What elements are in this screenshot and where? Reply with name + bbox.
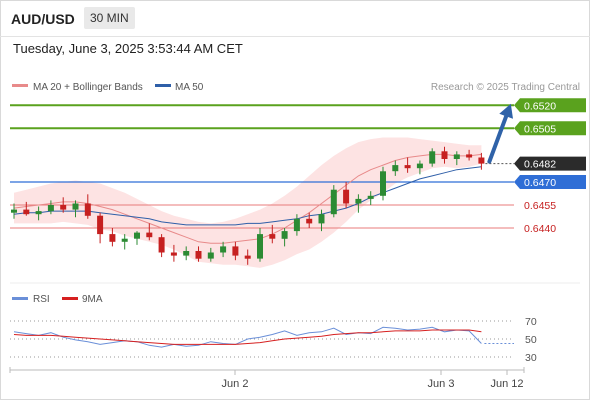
candle-bear [466, 154, 473, 158]
rsi-legend-swatch [12, 297, 28, 300]
level-label-0.6505: 0.6505 [524, 123, 556, 135]
candle-bull [453, 154, 460, 159]
candle-bull [220, 246, 227, 253]
candle-bull [11, 209, 17, 213]
candle-bear [84, 203, 91, 216]
level-label-0.6520: 0.6520 [524, 100, 556, 112]
candle-bull [47, 205, 54, 212]
moving-averages-layer [13, 153, 482, 244]
candle-bear [404, 165, 411, 169]
price-labels-layer: 0.6520 0.6505 0.6482 0.6470 0.6455 0.6440 [514, 98, 586, 235]
candle-bear [146, 232, 153, 238]
time-tick-Jun-2: Jun 2 [222, 378, 249, 390]
rsi-legend-label: RSI [33, 294, 50, 305]
rsi-tick-30: 30 [525, 352, 537, 364]
candle-bear [97, 215, 104, 235]
candle-bear [195, 251, 202, 259]
candle-bull [293, 218, 300, 232]
candle-bull [183, 251, 190, 256]
candle-bull [281, 231, 288, 239]
candle-bear [441, 151, 448, 159]
candle-bear [343, 189, 350, 204]
ma20-legend-swatch [12, 84, 28, 87]
forecast-arrow-layer [487, 103, 513, 164]
rsi-ma-legend-swatch [62, 297, 78, 300]
rsi-tick-50: 50 [525, 334, 537, 346]
candle-bull [416, 163, 423, 169]
rsi-line [13, 326, 482, 348]
candle-bear [478, 157, 485, 164]
candle-bear [23, 209, 30, 215]
ma20-line [13, 153, 482, 244]
candle-bull [257, 234, 263, 259]
candle-bear [158, 237, 165, 253]
candle-bull [207, 252, 214, 259]
rsi-tick-70: 70 [525, 316, 537, 328]
level-label-bg [514, 121, 586, 136]
candle-bull [429, 151, 436, 164]
rsi-ma-line [13, 329, 482, 345]
candle-bear [170, 252, 177, 256]
ma50-legend-label: MA 50 [175, 82, 204, 93]
candles-layer [11, 146, 485, 265]
time-tick-Jun-3: Jun 3 [428, 378, 455, 390]
symbol-title: AUD/USD [11, 11, 75, 27]
ma20-legend-label: MA 20 + Bollinger Bands [33, 82, 143, 93]
candle-bull [134, 232, 140, 239]
candle-bear [60, 205, 67, 210]
chart-header: AUD/USD 30 MIN [0, 0, 590, 37]
time-axis-layer: Jun 2 Jun 3 Jun 12 [9, 367, 525, 390]
bollinger-band-layer [14, 137, 482, 268]
level-label-0.6440: 0.6440 [524, 223, 556, 235]
timeframe-button[interactable]: 30 MIN [84, 7, 135, 29]
candle-bull [318, 214, 325, 224]
ma50-line [13, 166, 482, 226]
candle-bull [121, 238, 128, 242]
candle-bull [392, 165, 399, 172]
level-label-bg [514, 98, 586, 113]
forecast-arrow-shaft [487, 109, 510, 164]
level-label-0.6470: 0.6470 [524, 177, 556, 189]
candle-bull [367, 195, 374, 199]
candle-bull [72, 203, 79, 210]
candle-bear [244, 255, 251, 259]
chart-datetime: Tuesday, June 3, 2025 3:53:44 AM CET [13, 41, 243, 56]
forecast-arrow-head [499, 103, 513, 119]
level-label-0.6455: 0.6455 [524, 200, 556, 212]
candle-bull [35, 211, 42, 215]
candle-bull [380, 171, 386, 196]
time-tick-Jun-12: Jun 12 [490, 378, 523, 390]
ma50-legend-swatch [155, 84, 171, 87]
candle-bear [269, 234, 276, 239]
rsi-panel-layer: 30 50 70 [10, 316, 537, 364]
candle-bull [355, 198, 362, 204]
bollinger-band [14, 137, 482, 268]
level-label-bg [514, 175, 586, 189]
rsi-ma-legend-label: 9MA [82, 294, 103, 305]
candle-bull [330, 189, 337, 215]
candle-bear [306, 218, 313, 224]
level-label-0.6482: 0.6482 [524, 159, 556, 171]
level-label-bg [514, 156, 586, 171]
copyright-label: Research © 2025 Trading Central [431, 82, 580, 93]
candle-bear [232, 246, 239, 256]
candle-bear [109, 234, 116, 242]
